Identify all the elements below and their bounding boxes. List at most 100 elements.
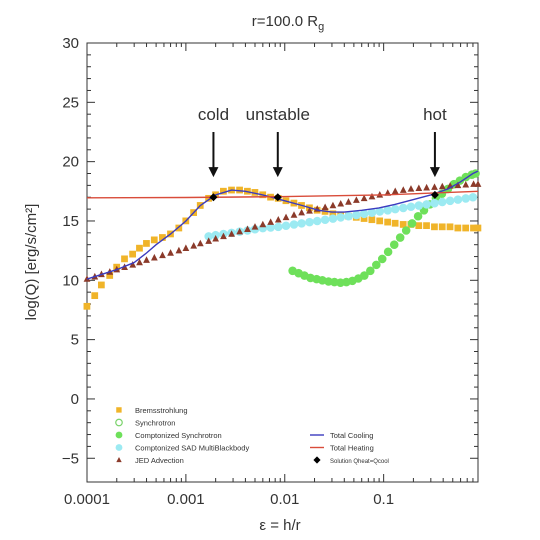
annotation-arrowhead (272, 167, 283, 178)
point-comptonized-sad-multiblackbody (399, 203, 408, 213)
point-jed-advection (274, 215, 282, 223)
point-jed-advection (470, 180, 477, 187)
plot-frame (86, 42, 479, 483)
point-comptonized-synchrotron (383, 247, 393, 257)
point-comptonized-synchrotron (366, 266, 375, 276)
point-bremsstrohlung (384, 218, 392, 226)
y-tick-label: 0 (71, 391, 79, 408)
point-bremsstrohlung (91, 292, 99, 300)
y-axis-label: log(Q) [erg/s/cm²] (23, 204, 40, 321)
point-jed-advection (306, 207, 313, 214)
solution-marker (209, 193, 218, 202)
legend-marker-solution-qheat-qcool (313, 456, 321, 464)
point-comptonized-sad-multiblackbody (297, 219, 306, 228)
point-jed-advection (391, 187, 399, 195)
point-bremsstrohlung (236, 186, 243, 194)
point-jed-advection (423, 183, 430, 191)
chart-title-subscript: g (318, 21, 324, 33)
point-bremsstrohlung (129, 250, 137, 258)
legend-marker-synchrotron (115, 418, 123, 427)
legend-label-solution-qheat-qcool: Solution Qheat=Qcool (330, 459, 389, 465)
point-jed-advection (438, 182, 446, 190)
point-jed-advection (136, 258, 143, 266)
legend-label-total-heating: Total Heating (330, 444, 374, 453)
point-jed-advection (220, 232, 227, 240)
y-tick-label: 25 (62, 94, 79, 111)
point-jed-advection (167, 249, 174, 256)
annotation-arrowhead (208, 167, 219, 178)
point-comptonized-sad-multiblackbody (289, 220, 299, 229)
point-bremsstrohlung (360, 215, 368, 222)
point-jed-advection (236, 227, 244, 235)
point-jed-advection (182, 244, 190, 251)
point-comptonized-sad-multiblackbody (406, 202, 416, 212)
point-comptonized-sad-multiblackbody (336, 213, 345, 222)
point-jed-advection (196, 239, 204, 247)
point-comptonized-sad-multiblackbody (320, 215, 330, 225)
legend-marker-comptonized-synchrotron (115, 431, 123, 439)
point-bremsstrohlung (220, 187, 227, 195)
point-bremsstrohlung (368, 216, 376, 224)
point-comptonized-sad-multiblackbody (328, 214, 338, 223)
point-comptonized-sad-multiblackbody (453, 195, 463, 204)
point-comptonized-synchrotron (401, 226, 411, 235)
point-bremsstrohlung (97, 281, 105, 289)
point-bremsstrohlung (143, 240, 150, 247)
point-jed-advection (337, 199, 345, 207)
y-tick-label: 20 (62, 154, 79, 171)
point-bremsstrohlung (205, 194, 212, 202)
point-jed-advection (360, 194, 368, 202)
point-jed-advection (190, 242, 198, 249)
point-comptonized-synchrotron (413, 211, 423, 221)
point-comptonized-synchrotron (360, 271, 369, 280)
point-jed-advection (431, 183, 438, 190)
point-comptonized-sad-multiblackbody (204, 232, 213, 241)
x-tick-label: 0.1 (373, 491, 394, 508)
point-comptonized-sad-multiblackbody (344, 211, 353, 221)
point-jed-advection (290, 211, 298, 218)
point-comptonized-synchrotron (395, 233, 405, 242)
plot-area: −5 0 5 10 15 20 25 30 0.0001 0.001 0.01 0.1 cold unst… (62, 35, 482, 508)
annotation-hot: hot (423, 105, 447, 124)
point-jed-advection (251, 223, 259, 230)
x-tick-label: 0.01 (270, 491, 299, 508)
legend-marker-bremsstrohlung (116, 407, 122, 413)
point-comptonized-sad-multiblackbody (383, 206, 393, 215)
point-comptonized-sad-multiblackbody (266, 223, 275, 232)
point-comptonized-synchrotron (372, 260, 381, 270)
point-jed-advection (150, 253, 158, 261)
point-jed-advection (244, 225, 251, 232)
point-bremsstrohlung (446, 223, 454, 231)
point-bremsstrohlung (106, 272, 114, 279)
point-comptonized-sad-multiblackbody (445, 196, 455, 206)
point-comptonized-sad-multiblackbody (390, 204, 400, 214)
point-comptonized-sad-multiblackbody (312, 216, 322, 226)
point-jed-advection (407, 185, 415, 192)
solution-marker (430, 190, 439, 199)
point-jed-advection (329, 201, 337, 209)
point-comptonized-sad-multiblackbody (414, 201, 424, 210)
point-jed-advection (175, 246, 183, 254)
legend-marker-jed-advection (116, 456, 122, 463)
legend-label-comptonized-sad-multiblackbody: Comptonized SAD MultiBlackbody (135, 444, 249, 453)
point-bremsstrohlung (423, 222, 430, 230)
solution-marker (273, 193, 282, 202)
point-comptonized-sad-multiblackbody (422, 200, 431, 209)
point-comptonized-synchrotron (377, 254, 387, 264)
point-jed-advection (399, 186, 407, 193)
point-comptonized-synchrotron (389, 240, 399, 249)
point-bremsstrohlung (438, 223, 446, 231)
point-jed-advection (415, 184, 423, 192)
point-comptonized-sad-multiblackbody (352, 210, 361, 220)
point-jed-advection (353, 196, 360, 203)
legend-label-synchrotron: Synchrotron (135, 419, 175, 428)
legend-label-jed-advection: JED Advection (135, 456, 184, 465)
point-comptonized-sad-multiblackbody (359, 209, 369, 219)
point-jed-advection (259, 220, 267, 228)
point-bremsstrohlung (251, 189, 259, 196)
point-comptonized-sad-multiblackbody (281, 221, 291, 230)
y-tick-label: 15 (62, 213, 79, 230)
point-comptonized-synchrotron (407, 219, 417, 228)
annotation-cold: cold (198, 105, 229, 124)
point-jed-advection (454, 181, 462, 189)
